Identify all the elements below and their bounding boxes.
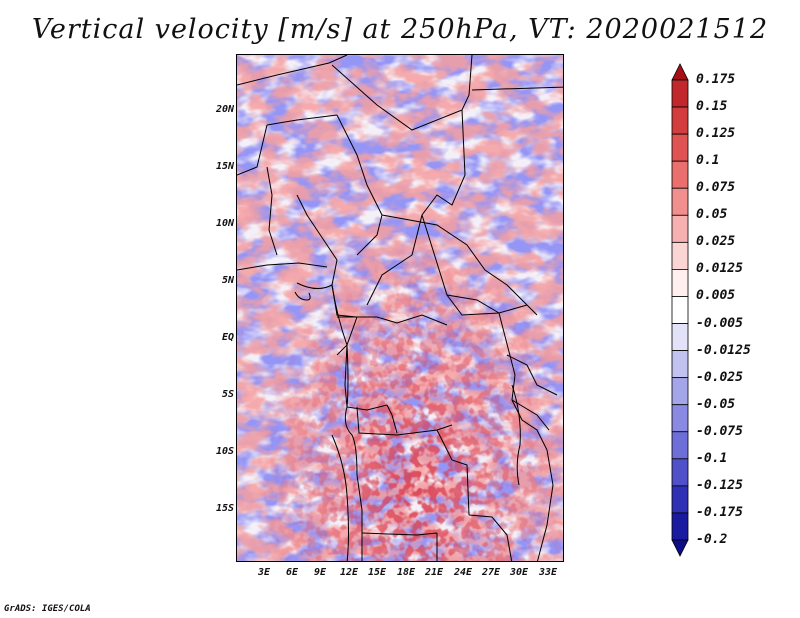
- colorbar-segment: [671, 106, 689, 135]
- colorbar-segment: [671, 404, 689, 433]
- lat-label: 20N: [215, 104, 234, 115]
- colorbar-tick-label: 0.05: [696, 207, 728, 223]
- map-title: Vertical velocity [m/s] at 250hPa, VT: 2…: [31, 14, 769, 45]
- lon-label: 27E: [481, 567, 501, 578]
- colorbar-tick-label: 0.005: [696, 288, 736, 304]
- colorbar-tick-label: -0.175: [696, 504, 743, 520]
- colorbar-segment: [671, 377, 689, 406]
- lat-label: 15N: [215, 161, 234, 172]
- lon-label: 30E: [509, 567, 529, 578]
- colorbar-tick-label: -0.025: [696, 369, 743, 385]
- colorbar-tick-label: 0.125: [696, 126, 736, 142]
- lon-label: 9E: [313, 567, 327, 578]
- colorbar-segment: [671, 79, 689, 108]
- colorbar-segment: [671, 63, 689, 81]
- lat-label: 15S: [215, 503, 234, 514]
- colorbar-tick-label: 0.075: [696, 180, 736, 196]
- lat-label: 10N: [215, 218, 234, 229]
- colorbar-tick-label: -0.0125: [696, 342, 751, 358]
- colorbar-segment: [671, 241, 689, 270]
- colorbar: [671, 63, 689, 557]
- colorbar-segment: [671, 539, 689, 557]
- colorbar-segment: [671, 458, 689, 487]
- colorbar-tick-label: -0.075: [696, 423, 743, 439]
- colorbar-segment: [671, 323, 689, 351]
- lon-label: 21E: [424, 567, 444, 578]
- lon-label: 33E: [538, 567, 558, 578]
- colorbar-tick-label: -0.2: [696, 532, 728, 547]
- velocity-field: [237, 55, 563, 561]
- colorbar-tick-label: 0.1: [696, 153, 720, 169]
- lat-label: EQ: [221, 332, 234, 343]
- colorbar-tick-label: 0.175: [696, 72, 736, 87]
- lat-label: 5N: [221, 275, 234, 286]
- colorbar-segment: [671, 512, 689, 541]
- colorbar-segment: [671, 160, 689, 189]
- colorbar-segment: [671, 269, 689, 297]
- colorbar-segment: [671, 350, 689, 379]
- lon-label: 6E: [285, 567, 299, 578]
- colorbar-tick-label: 0.0125: [696, 261, 743, 277]
- lat-label: 5S: [221, 389, 234, 400]
- velocity-map: [236, 54, 564, 562]
- lon-label: 18E: [396, 567, 416, 578]
- colorbar-tick-label: -0.1: [696, 450, 728, 466]
- colorbar-tick-label: 0.025: [696, 234, 736, 250]
- colorbar-tick-label: -0.05: [696, 396, 736, 412]
- colorbar-tick-label: -0.005: [696, 315, 743, 331]
- colorbar-segment: [671, 187, 689, 216]
- lon-label: 15E: [367, 567, 387, 578]
- lon-label: 24E: [453, 567, 473, 578]
- colorbar-segment: [671, 296, 689, 324]
- lon-label: 12E: [339, 567, 359, 578]
- footer-credit: GrADS: IGES/COLA: [4, 604, 91, 614]
- colorbar-tick-label: 0.15: [696, 99, 728, 115]
- lon-label: 3E: [257, 567, 271, 578]
- colorbar-segment: [671, 431, 689, 460]
- colorbar-tick-label: -0.125: [696, 477, 743, 493]
- colorbar-segment: [671, 485, 689, 514]
- colorbar-segment: [671, 214, 689, 243]
- lat-label: 10S: [215, 446, 234, 457]
- colorbar-segment: [671, 133, 689, 162]
